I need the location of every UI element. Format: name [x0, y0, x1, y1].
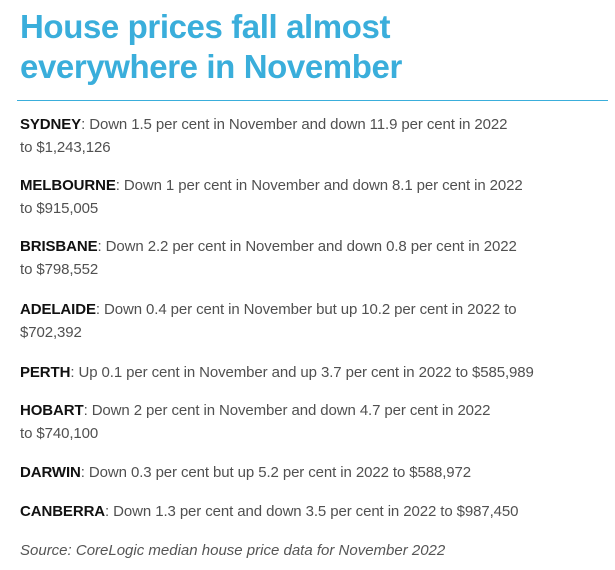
entry-line-1: DARWIN: Down 0.3 per cent but up 5.2 per… — [20, 461, 605, 484]
entry-line-2: to $915,005 — [20, 200, 99, 217]
title-divider — [17, 100, 608, 101]
entry-line-2: $702,392 — [20, 324, 82, 341]
city-name: HOBART — [20, 402, 84, 419]
entry-line-1: PERTH: Up 0.1 per cent in November and u… — [20, 361, 605, 384]
entry-detail: : Down 0.3 per cent but up 5.2 per cent … — [80, 464, 472, 481]
entry-detail: : Down 0.4 per cent in November but up 1… — [95, 301, 517, 318]
entry-line-1: HOBART: Down 2 per cent in November and … — [20, 399, 605, 422]
entry-canberra: CANBERRA: Down 1.3 per cent and down 3.5… — [20, 500, 605, 523]
entry-line-1: CANBERRA: Down 1.3 per cent and down 3.5… — [20, 500, 605, 523]
title-line-1: House prices fall almost — [20, 8, 391, 45]
entry-hobart: HOBART: Down 2 per cent in November and … — [20, 399, 605, 445]
city-name: CANBERRA — [20, 503, 106, 520]
entry-brisbane: BRISBANE: Down 2.2 per cent in November … — [20, 235, 605, 281]
city-name: PERTH — [20, 364, 71, 381]
title-line-2: everywhere in November — [20, 48, 402, 85]
entry-melbourne: MELBOURNE: Down 1 per cent in November a… — [20, 174, 605, 220]
entry-detail: : Down 1.3 per cent and down 3.5 per cen… — [105, 503, 519, 520]
entry-adelaide: ADELAIDE: Down 0.4 per cent in November … — [20, 298, 605, 344]
city-name: BRISBANE — [20, 238, 98, 255]
page-title: House prices fall almost everywhere in N… — [20, 7, 605, 87]
entry-line-1: MELBOURNE: Down 1 per cent in November a… — [20, 174, 605, 197]
entry-detail: : Down 1.5 per cent in November and down… — [81, 116, 508, 133]
city-name: ADELAIDE — [20, 301, 96, 318]
city-name: DARWIN — [20, 464, 81, 481]
entry-line-2: to $798,552 — [20, 261, 99, 278]
source-note: Source: CoreLogic median house price dat… — [20, 542, 446, 559]
city-name: MELBOURNE — [20, 177, 116, 194]
entry-detail: : Up 0.1 per cent in November and up 3.7… — [70, 364, 534, 381]
entry-detail: : Down 1 per cent in November and down 8… — [115, 177, 523, 194]
city-name: SYDNEY — [20, 116, 82, 133]
entry-line-2: to $1,243,126 — [20, 139, 111, 156]
entry-line-1: SYDNEY: Down 1.5 per cent in November an… — [20, 113, 605, 136]
entry-perth: PERTH: Up 0.1 per cent in November and u… — [20, 361, 605, 384]
entry-darwin: DARWIN: Down 0.3 per cent but up 5.2 per… — [20, 461, 605, 484]
entry-detail: : Down 2 per cent in November and down 4… — [83, 402, 491, 419]
entry-detail: : Down 2.2 per cent in November and down… — [97, 238, 517, 255]
entry-sydney: SYDNEY: Down 1.5 per cent in November an… — [20, 113, 605, 159]
entry-line-1: ADELAIDE: Down 0.4 per cent in November … — [20, 298, 605, 321]
entry-line-2: to $740,100 — [20, 425, 99, 442]
entry-line-1: BRISBANE: Down 2.2 per cent in November … — [20, 235, 605, 258]
